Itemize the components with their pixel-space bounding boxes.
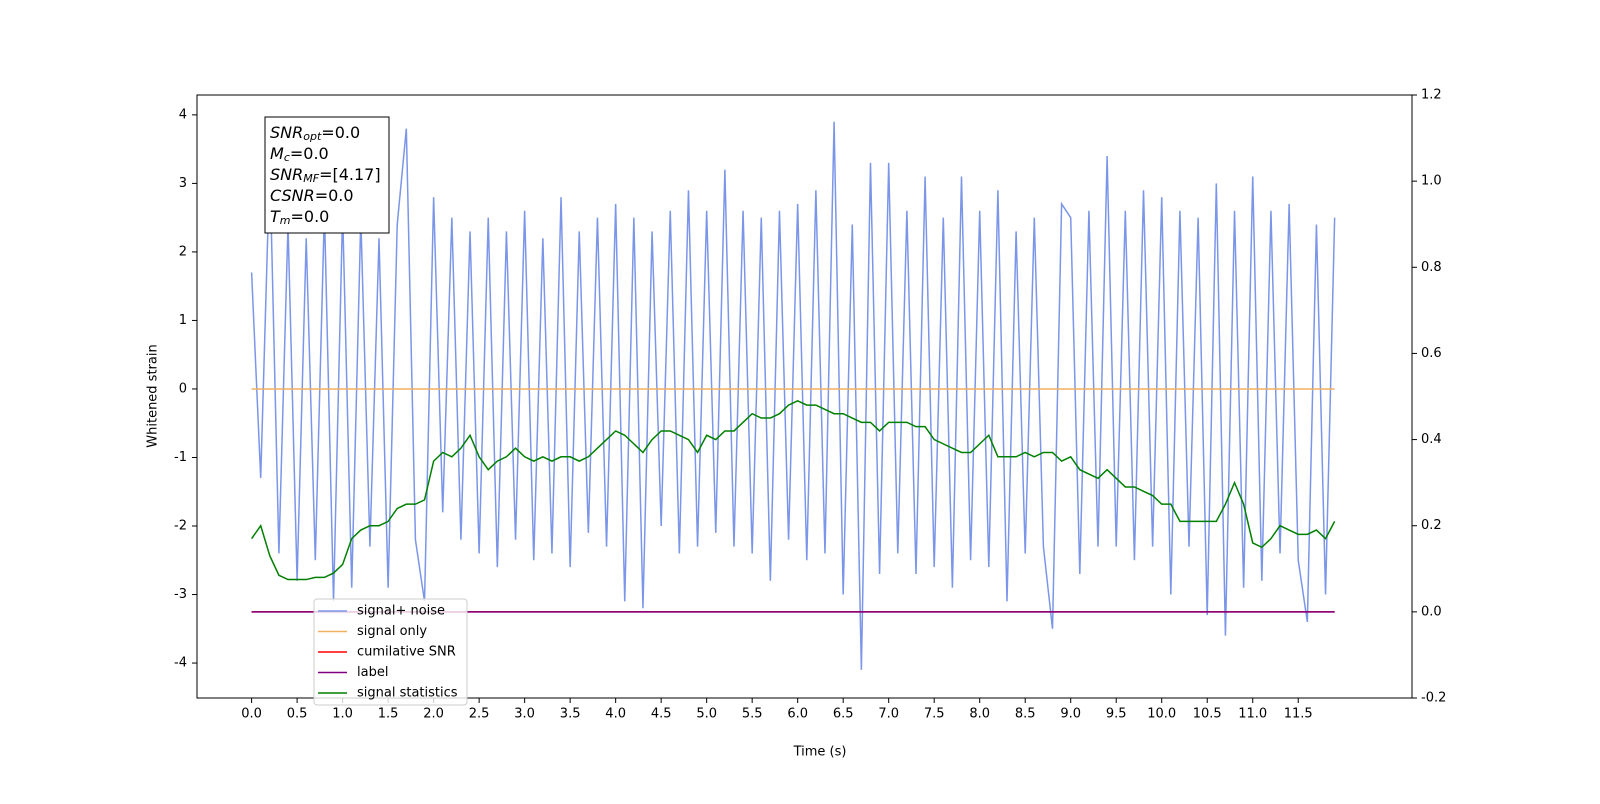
annotation-subscript: m xyxy=(280,214,291,227)
y2-tick-label: 0.2 xyxy=(1421,518,1442,533)
x-tick-label: 4.0 xyxy=(605,707,626,722)
overlay: 0.0 0.5 1.0 1.5 2.0 2.5 3.0 3.5 4.0 4.5 5.0 5.5 6.0 6… xyxy=(174,88,1446,722)
annotation-subscript: c xyxy=(284,151,290,164)
x-tick-label: 10.0 xyxy=(1147,707,1176,722)
legend-label: signal+ noise xyxy=(357,604,445,619)
x-tick-label: 4.5 xyxy=(651,707,672,722)
x-tick-label: 5.5 xyxy=(742,707,763,722)
y-tick-label: -2 xyxy=(174,519,187,534)
x-tick-label: 5.0 xyxy=(696,707,717,722)
annotation: Tm=0.0 xyxy=(270,207,329,228)
x-tick-label: 2.5 xyxy=(469,707,490,722)
y2-tick-label: 1.2 xyxy=(1421,88,1442,103)
annotation-value: =0.0 xyxy=(291,207,330,226)
x-tick-label: 6.0 xyxy=(787,707,808,722)
annotation-symbol: SNR xyxy=(270,165,303,184)
x-tick-label: 7.5 xyxy=(924,707,945,722)
x-tick-label: 9.0 xyxy=(1060,707,1081,722)
y2-tick-label: 0.4 xyxy=(1421,432,1442,447)
x-tick-label: 2.0 xyxy=(423,707,444,722)
x-tick-label: 0.5 xyxy=(287,707,308,722)
annotation-box: SNRopt=0.0Mc=0.0SNRMF=[4.17]CSNR=0.0Tm=0… xyxy=(264,116,390,234)
y2-tick-label: 0.0 xyxy=(1421,604,1442,619)
annotation-symbol: SNR xyxy=(270,123,303,142)
y2-tick-label: 0.6 xyxy=(1421,346,1442,361)
legend-label: label xyxy=(357,665,388,680)
annotation-subscript: opt xyxy=(303,130,322,143)
legend-label: signal only xyxy=(357,624,427,639)
annotation-value: =0.0 xyxy=(321,123,360,142)
annotation-symbol: CSNR xyxy=(270,186,315,205)
annotation-symbol: T xyxy=(270,207,281,226)
x-tick-label: 7.0 xyxy=(878,707,899,722)
y-tick-label: 4 xyxy=(179,107,187,122)
annotation: SNRMF=[4.17] xyxy=(270,165,381,186)
x-axis-label: Time (s) xyxy=(793,745,847,760)
annotation-value: =0.0 xyxy=(315,186,354,205)
x-tick-label: 1.5 xyxy=(378,707,399,722)
annotation: CSNR=0.0 xyxy=(270,186,354,205)
legend-label: cumilative SNR xyxy=(357,645,456,660)
legend-frame xyxy=(313,598,468,706)
x-tick-label: 10.5 xyxy=(1193,707,1222,722)
annotation-value: =0.0 xyxy=(290,144,329,163)
y-tick-label: -1 xyxy=(174,450,187,465)
x-tick-label: 1.0 xyxy=(332,707,353,722)
x-tick-label: 11.0 xyxy=(1238,707,1267,722)
annotation-value: =[4.17] xyxy=(319,165,381,184)
x-tick-label: 3.5 xyxy=(560,707,581,722)
y-axis-label: Whitened strain xyxy=(146,344,161,447)
x-tick-label: 3.0 xyxy=(514,707,535,722)
y-tick-label: 3 xyxy=(179,176,187,191)
y-tick-label: 2 xyxy=(179,244,187,259)
legend-label: signal statistics xyxy=(357,686,458,701)
series-line xyxy=(250,121,1336,670)
x-tick-label: 8.5 xyxy=(1015,707,1036,722)
annotation-subscript: MF xyxy=(303,172,319,185)
y2-tick-label: -0.2 xyxy=(1421,691,1446,706)
axes-frame xyxy=(196,94,1413,699)
y-tick-label: 1 xyxy=(179,313,187,328)
annotation: Mc=0.0 xyxy=(270,144,329,165)
annotation: SNRopt=0.0 xyxy=(270,123,360,144)
x-tick-label: 0.0 xyxy=(241,707,262,722)
y2-tick-label: 1.0 xyxy=(1421,174,1442,189)
x-tick-label: 6.5 xyxy=(833,707,854,722)
legend: signal+ noise signal only cumilative SNR la… xyxy=(313,598,468,706)
annotation-frame xyxy=(264,116,390,234)
x-tick-label: 8.0 xyxy=(969,707,990,722)
x-tick-label: 9.5 xyxy=(1106,707,1127,722)
y2-tick-label: 0.8 xyxy=(1421,260,1442,275)
series-line xyxy=(250,399,1336,581)
annotation-symbol: M xyxy=(270,144,284,163)
x-tick-label: 11.5 xyxy=(1284,707,1313,722)
y-tick-label: -3 xyxy=(174,587,187,602)
y-tick-label: -4 xyxy=(174,656,187,671)
y-tick-label: 0 xyxy=(179,381,187,396)
